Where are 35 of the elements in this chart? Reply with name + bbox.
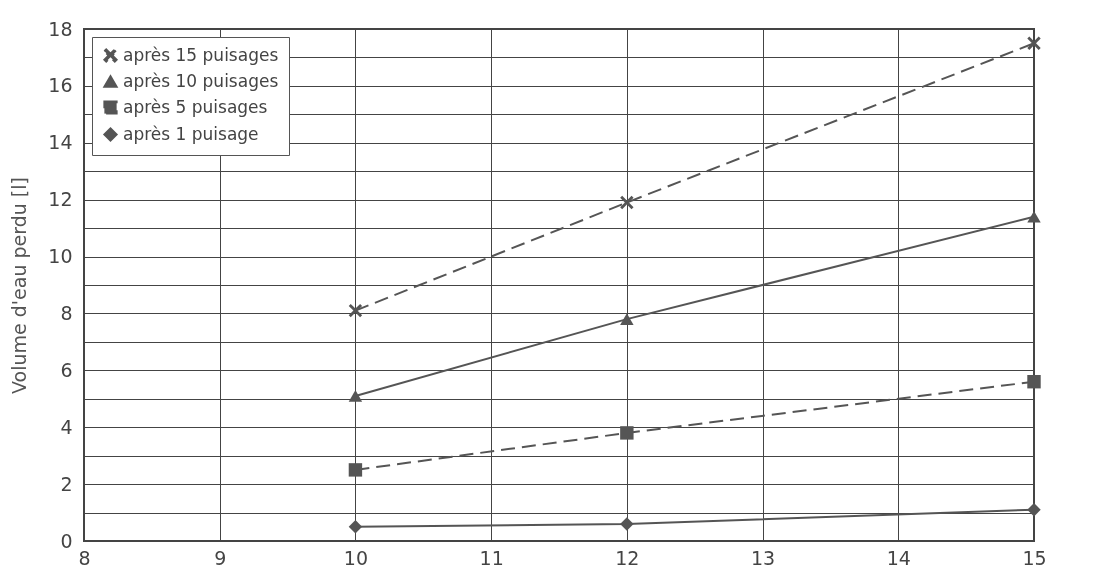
point bbox=[348, 463, 363, 477]
y-tick-label: 18 bbox=[48, 17, 73, 40]
x-tick-label: 11 bbox=[479, 546, 504, 569]
y-tick-label: 16 bbox=[48, 74, 73, 97]
point bbox=[620, 195, 634, 210]
point bbox=[620, 426, 634, 440]
y-tick-label: 8 bbox=[60, 301, 73, 324]
legend-label: après 15 puisages bbox=[123, 44, 279, 65]
x-tick-label: 10 bbox=[343, 546, 369, 569]
point bbox=[348, 303, 363, 318]
x-tick-label: 14 bbox=[886, 546, 911, 569]
y-tick-label: 10 bbox=[48, 245, 73, 268]
legend-label: après 5 puisages bbox=[123, 96, 268, 117]
y-tick-label: 12 bbox=[48, 188, 73, 211]
y-tick-label: 0 bbox=[60, 529, 73, 552]
legend-label: après 1 puisage bbox=[123, 123, 259, 144]
point bbox=[1027, 36, 1041, 50]
legend-label: après 10 puisages bbox=[123, 70, 279, 91]
point bbox=[620, 517, 634, 531]
x-tick-label: 15 bbox=[1022, 546, 1047, 569]
point bbox=[1027, 210, 1041, 223]
y-tick-label: 14 bbox=[48, 131, 73, 154]
point bbox=[620, 313, 634, 325]
y-axis-title: Volume d'eau perdu [l] bbox=[8, 177, 31, 394]
x-tick-label: 13 bbox=[750, 546, 776, 569]
y-tick-label: 4 bbox=[60, 415, 73, 438]
point bbox=[348, 520, 363, 534]
y-tick-label: 2 bbox=[60, 472, 73, 495]
point bbox=[348, 390, 363, 402]
x-tick-label: 12 bbox=[615, 546, 640, 569]
point bbox=[1027, 503, 1041, 517]
y-tick-label: 6 bbox=[60, 358, 73, 381]
x-tick-label: 9 bbox=[214, 546, 227, 569]
x-tick-label: 8 bbox=[78, 546, 91, 569]
point bbox=[1027, 375, 1041, 389]
